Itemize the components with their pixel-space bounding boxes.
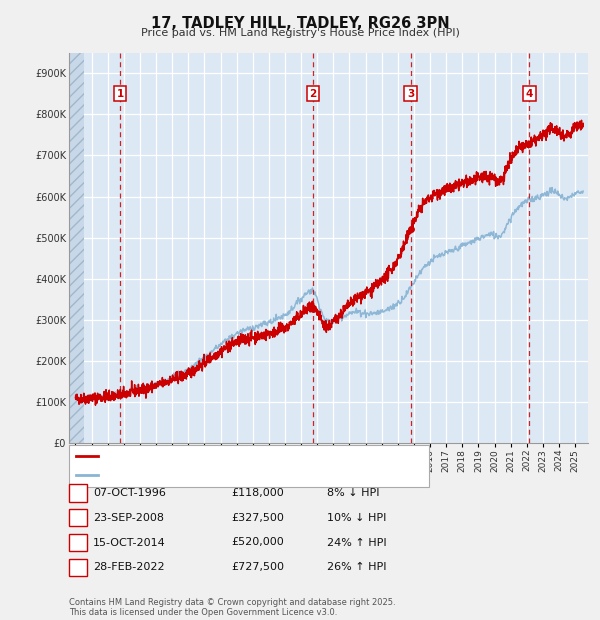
Text: 4: 4 xyxy=(74,562,82,572)
Text: 15-OCT-2014: 15-OCT-2014 xyxy=(93,538,166,547)
Text: 24% ↑ HPI: 24% ↑ HPI xyxy=(327,538,386,547)
Text: 1: 1 xyxy=(74,488,82,498)
Text: 2: 2 xyxy=(74,513,82,523)
Text: Contains HM Land Registry data © Crown copyright and database right 2025.: Contains HM Land Registry data © Crown c… xyxy=(69,598,395,607)
Text: 07-OCT-1996: 07-OCT-1996 xyxy=(93,488,166,498)
Text: This data is licensed under the Open Government Licence v3.0.: This data is licensed under the Open Gov… xyxy=(69,608,337,617)
Text: £520,000: £520,000 xyxy=(231,538,284,547)
Text: 23-SEP-2008: 23-SEP-2008 xyxy=(93,513,164,523)
Text: £327,500: £327,500 xyxy=(231,513,284,523)
Text: 4: 4 xyxy=(526,89,533,99)
Text: 17, TADLEY HILL, TADLEY, RG26 3PN (detached house): 17, TADLEY HILL, TADLEY, RG26 3PN (detac… xyxy=(103,451,370,461)
Text: 3: 3 xyxy=(407,89,414,99)
Text: 26% ↑ HPI: 26% ↑ HPI xyxy=(327,562,386,572)
Text: £118,000: £118,000 xyxy=(231,488,284,498)
Text: 28-FEB-2022: 28-FEB-2022 xyxy=(93,562,164,572)
Text: Price paid vs. HM Land Registry's House Price Index (HPI): Price paid vs. HM Land Registry's House … xyxy=(140,28,460,38)
Text: 17, TADLEY HILL, TADLEY, RG26 3PN: 17, TADLEY HILL, TADLEY, RG26 3PN xyxy=(151,16,449,30)
Text: 2: 2 xyxy=(309,89,316,99)
Bar xyxy=(69,53,83,443)
Text: 1: 1 xyxy=(116,89,124,99)
Text: £727,500: £727,500 xyxy=(231,562,284,572)
Text: 8% ↓ HPI: 8% ↓ HPI xyxy=(327,488,380,498)
Text: 10% ↓ HPI: 10% ↓ HPI xyxy=(327,513,386,523)
Text: 3: 3 xyxy=(74,538,82,547)
Text: HPI: Average price, detached house, Basingstoke and Deane: HPI: Average price, detached house, Basi… xyxy=(103,470,399,480)
